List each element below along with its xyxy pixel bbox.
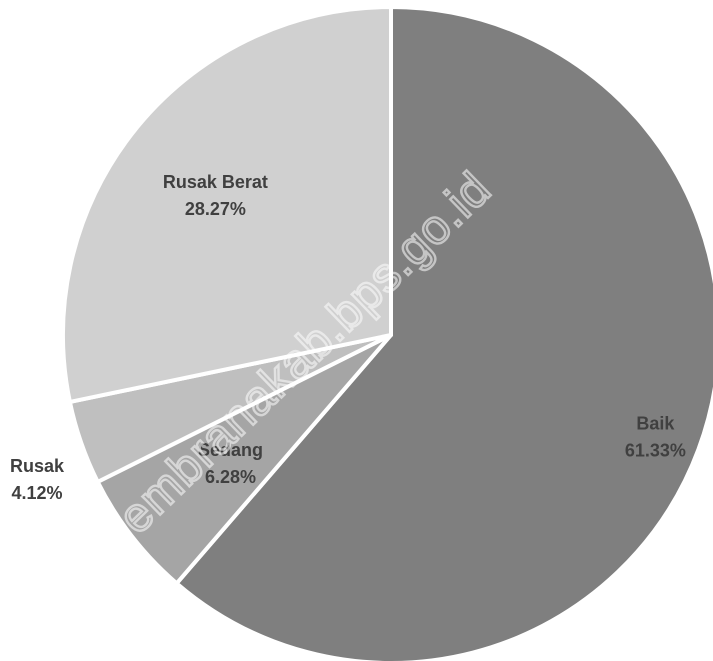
pie-slice-sedang [95,333,393,586]
pie-labels: Baik 61.33% Sedang 6.28% Rusak 4.12% Rusak Ber… [10,172,686,503]
data-label-rusak-berat: Rusak Berat 28.27% [163,172,268,219]
data-label-baik: Baik 61.33% [625,413,686,460]
pie-slice-rusak-berat [61,5,393,404]
pie-slices [61,5,713,661]
data-label-name-sedang: Sedang [198,440,263,460]
data-label-name-baik: Baik [636,413,675,433]
data-label-name-rusak-berat: Rusak Berat [163,172,268,192]
data-label-value-rusak-berat: 28.27% [185,199,246,219]
data-label-rusak: Rusak 4.12% [10,456,65,503]
data-label-value-sedang: 6.28% [205,467,256,487]
pie-slice-baik [174,5,713,661]
data-label-sedang: Sedang 6.28% [198,440,263,487]
data-label-value-rusak: 4.12% [11,483,62,503]
data-label-value-baik: 61.33% [625,440,686,460]
data-label-name-rusak: Rusak [10,456,65,476]
